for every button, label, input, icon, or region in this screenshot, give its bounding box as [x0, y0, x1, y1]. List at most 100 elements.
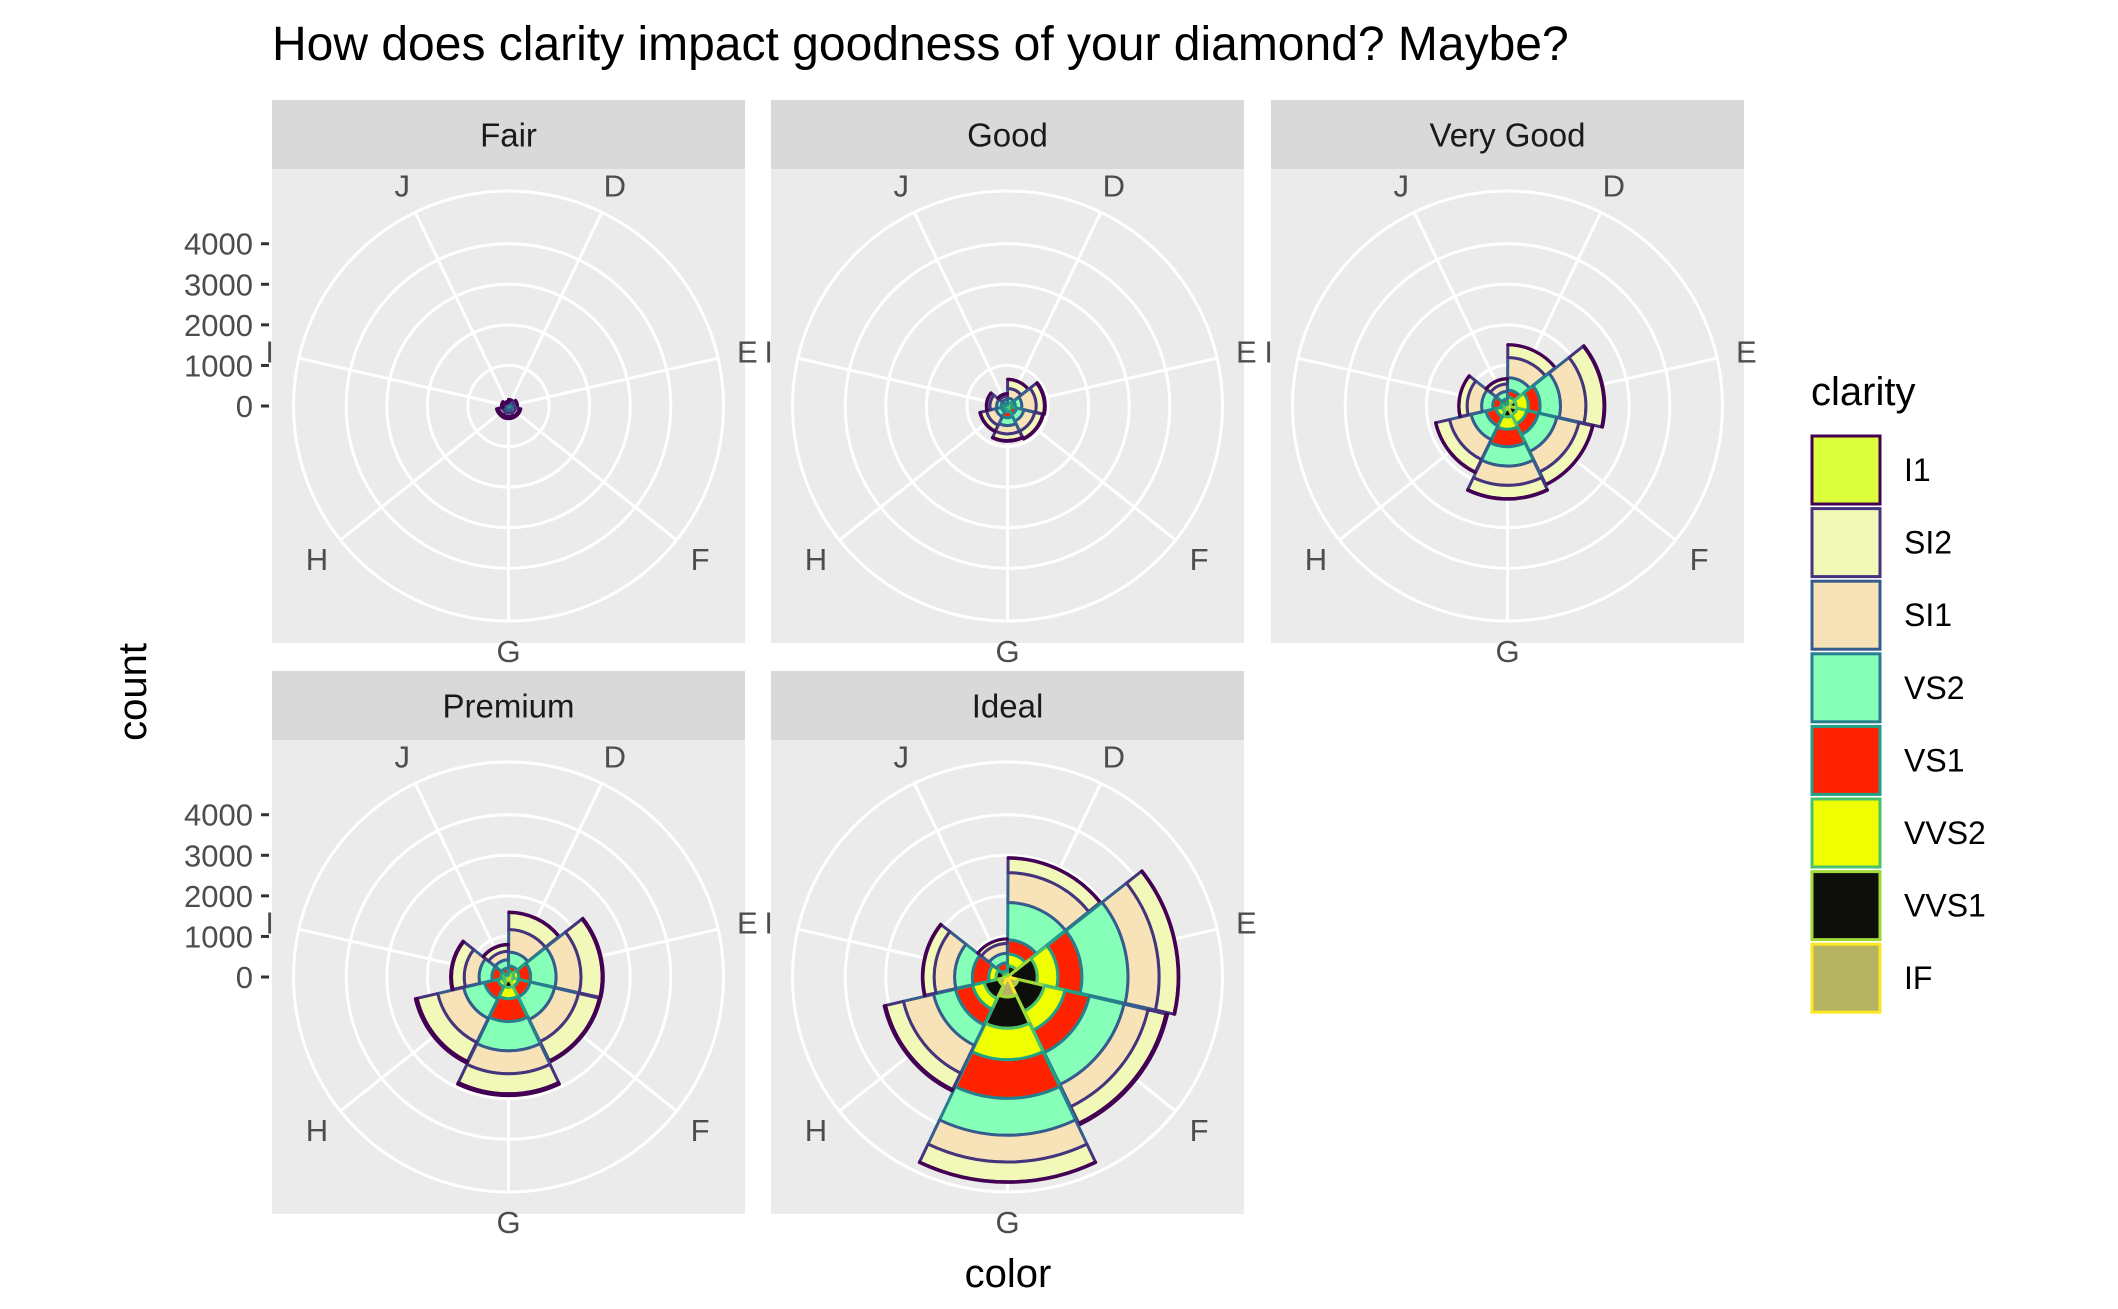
facet-strip [272, 100, 745, 169]
grid-spoke [797, 356, 1008, 408]
angular-tick-label: G [1495, 634, 1519, 669]
grid-spoke [1412, 211, 1509, 407]
angular-tick-label: H [1305, 542, 1327, 577]
bar-segment [984, 391, 993, 413]
facet-panels: FairDEFGHIJ01000200030004000GoodDEFGHIJV… [184, 100, 1757, 1240]
x-axis-label: color [965, 1252, 1052, 1296]
bar-segment [920, 922, 943, 998]
bar-segment [990, 435, 1025, 443]
angular-tick-label: D [1103, 168, 1125, 203]
angular-tick-label: D [604, 168, 626, 203]
y-tick-label: 4000 [184, 798, 253, 833]
legend-key [1810, 579, 1882, 651]
facet-strip [1271, 100, 1744, 169]
grid-spoke [413, 211, 510, 407]
angular-tick-label: F [1690, 542, 1709, 577]
legend-label: SI1 [1904, 597, 1952, 633]
y-tick-label: 2000 [184, 308, 253, 343]
angular-tick-label: E [1736, 334, 1757, 369]
legend-label: VVS1 [1904, 888, 1986, 924]
bar-segment [481, 942, 510, 959]
grid-spoke [838, 404, 1009, 542]
angular-tick-label: I [764, 334, 773, 369]
legend-key [1810, 434, 1882, 506]
legend-key [1810, 652, 1882, 724]
angular-tick-label: E [1236, 334, 1257, 369]
y-tick-label: 1000 [184, 348, 253, 383]
bar-segment [996, 392, 1009, 400]
y-axis-label: count [111, 643, 155, 741]
grid-spoke [507, 404, 678, 542]
angular-tick-label: G [496, 634, 520, 669]
angular-tick-label: I [1264, 334, 1273, 369]
bar-segment [413, 996, 469, 1065]
angular-tick-label: I [265, 334, 274, 369]
facet-good: Good D E F G H I J [764, 100, 1257, 669]
bar-segment [1077, 1012, 1170, 1127]
legend-key [1810, 507, 1882, 579]
bar-segment [1484, 377, 1509, 391]
facet-strip-label: Very Good [1430, 117, 1586, 154]
grid-spoke [1006, 211, 1103, 407]
y-tick-label: 2000 [184, 879, 253, 914]
grid-spoke [298, 356, 509, 408]
bar-segment [449, 939, 466, 992]
angular-tick-label: J [394, 739, 410, 774]
bar-segment [494, 406, 506, 419]
facet-strip-label: Premium [442, 688, 574, 725]
grid-spoke [508, 356, 719, 408]
angular-tick-label: H [805, 1113, 827, 1148]
grid-spoke [912, 211, 1009, 407]
angular-tick-label: J [394, 168, 410, 203]
y-tick-label: 3000 [184, 838, 253, 873]
angular-tick-label: I [265, 905, 274, 940]
bar-segment [917, 1160, 1098, 1184]
grid-spoke [413, 782, 510, 978]
angular-tick-label: J [893, 739, 909, 774]
bar-segment [503, 399, 510, 406]
angular-tick-label: I [764, 905, 773, 940]
angular-tick-label: J [1393, 168, 1409, 203]
chart-title: How does clarity impact goodness of your… [272, 18, 1569, 71]
facet-strip-label: Good [967, 117, 1048, 154]
angular-tick-label: F [1190, 542, 1209, 577]
bar-segment [1139, 869, 1181, 1016]
facet-strip-label: Ideal [972, 688, 1044, 725]
bar-segment [978, 410, 997, 434]
angular-tick-label: H [805, 542, 827, 577]
angular-tick-label: D [604, 739, 626, 774]
y-tick-label: 3000 [184, 267, 253, 302]
angular-tick-label: E [737, 905, 758, 940]
facet-strip-label: Fair [480, 117, 537, 154]
legend-key [1810, 724, 1882, 796]
angular-tick-label: F [1190, 1113, 1209, 1148]
facet-ideal: Ideal D E F G H I J [764, 671, 1257, 1240]
legend-title: clarity [1811, 370, 1915, 414]
angular-tick-label: G [995, 634, 1019, 669]
legend-label: VVS2 [1904, 815, 1986, 851]
angular-tick-label: G [496, 1205, 520, 1240]
y-tick-label: 4000 [184, 227, 253, 262]
bar-segment [1465, 488, 1550, 501]
y-tick-label: 0 [236, 389, 253, 424]
facet-strip [771, 671, 1244, 740]
angular-tick-label: F [691, 1113, 710, 1148]
facet-strip [272, 671, 745, 740]
bar-segment [1457, 374, 1471, 419]
legend-key [1810, 797, 1882, 869]
legend-label: I1 [1904, 452, 1931, 488]
y-tick-label: 1000 [184, 919, 253, 954]
angular-tick-label: H [306, 542, 328, 577]
legend-label: VS1 [1904, 742, 1964, 778]
facet-very-good: Very Good D E F G H I J [1264, 100, 1757, 669]
angular-tick-label: F [691, 542, 710, 577]
legend-label: SI2 [1904, 525, 1952, 561]
facet-fair: Fair D E F G H I J 0 1000 2000 3000 4000 [184, 100, 758, 669]
legend-label: IF [1904, 960, 1932, 996]
facet-strip [771, 100, 1244, 169]
bar-segment [1433, 421, 1477, 474]
angular-tick-label: J [893, 168, 909, 203]
legend-key [1810, 870, 1882, 942]
bar-segment [976, 937, 1009, 955]
bar-segment [882, 1003, 955, 1093]
